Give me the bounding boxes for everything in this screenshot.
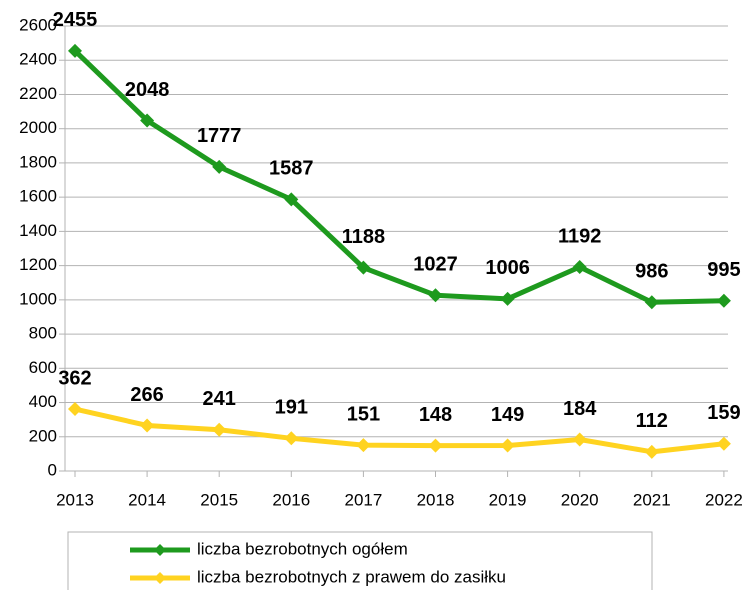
- y-tick-label: 2200: [19, 84, 57, 103]
- data-label: 986: [635, 261, 668, 283]
- data-label: 149: [491, 404, 524, 426]
- marker: [68, 43, 82, 58]
- marker: [500, 291, 515, 306]
- legend-label: liczba bezrobotnych ogółem: [197, 539, 408, 558]
- legend-label: liczba bezrobotnych z prawem do zasiłku: [197, 567, 506, 586]
- y-tick-label: 1000: [19, 289, 57, 308]
- y-tick-label: 1400: [19, 221, 57, 240]
- data-label: 148: [419, 404, 452, 426]
- y-tick-label: 2600: [19, 15, 57, 34]
- marker: [500, 438, 515, 453]
- x-tick-label: 2017: [344, 490, 382, 509]
- marker: [644, 295, 659, 310]
- marker: [284, 192, 299, 207]
- series-line: [73, 49, 724, 305]
- data-label: 184: [563, 398, 597, 420]
- y-tick-label: 0: [48, 460, 57, 479]
- y-tick-label: 2000: [19, 118, 57, 137]
- marker: [356, 260, 371, 275]
- x-tick-label: 2016: [272, 490, 310, 509]
- data-label: 1188: [342, 226, 385, 248]
- data-label: 159: [707, 402, 740, 424]
- data-label: 362: [58, 367, 91, 389]
- data-label: 191: [275, 397, 308, 419]
- data-label: 1006: [485, 257, 530, 279]
- data-label: 995: [707, 259, 740, 281]
- y-tick-label: 1800: [19, 152, 57, 171]
- y-tick-label: 1200: [19, 255, 57, 274]
- x-tick-label: 2018: [417, 490, 455, 509]
- marker: [716, 436, 731, 451]
- y-tick-label: 600: [29, 358, 57, 377]
- marker: [140, 113, 155, 128]
- x-tick-label: 2014: [128, 490, 166, 509]
- x-tick-label: 2021: [633, 490, 671, 509]
- series-line: [74, 406, 725, 455]
- marker: [428, 438, 443, 453]
- legend-marker: [154, 544, 166, 556]
- y-tick-label: 2400: [19, 50, 57, 69]
- y-tick-label: 200: [29, 426, 57, 445]
- marker: [212, 422, 227, 437]
- marker: [716, 293, 731, 308]
- data-label: 1027: [413, 254, 458, 276]
- data-label: 1777: [197, 125, 242, 147]
- x-tick-label: 2020: [561, 490, 599, 509]
- y-tick-label: 1600: [19, 187, 57, 206]
- marker: [428, 288, 443, 303]
- legend-marker: [154, 572, 166, 584]
- data-label: 241: [203, 388, 236, 410]
- marker: [644, 444, 659, 459]
- x-tick-label: 2022: [705, 490, 743, 509]
- marker: [572, 259, 587, 274]
- data-label: 1192: [558, 225, 601, 247]
- data-label: 2048: [125, 79, 170, 101]
- data-label: 112: [636, 410, 668, 432]
- x-tick-label: 2019: [489, 490, 527, 509]
- data-label: 1587: [269, 158, 314, 180]
- data-label: 266: [130, 384, 163, 406]
- data-label: 151: [347, 403, 380, 425]
- marker: [212, 159, 227, 174]
- marker: [68, 402, 82, 417]
- marker: [356, 438, 371, 453]
- x-tick-label: 2015: [200, 490, 238, 509]
- data-label: 2455: [53, 9, 98, 31]
- y-tick-label: 400: [29, 392, 57, 411]
- y-tick-label: 800: [29, 324, 57, 343]
- marker: [572, 432, 587, 447]
- x-tick-label: 2013: [56, 490, 94, 509]
- marker: [284, 431, 299, 446]
- marker: [140, 418, 155, 433]
